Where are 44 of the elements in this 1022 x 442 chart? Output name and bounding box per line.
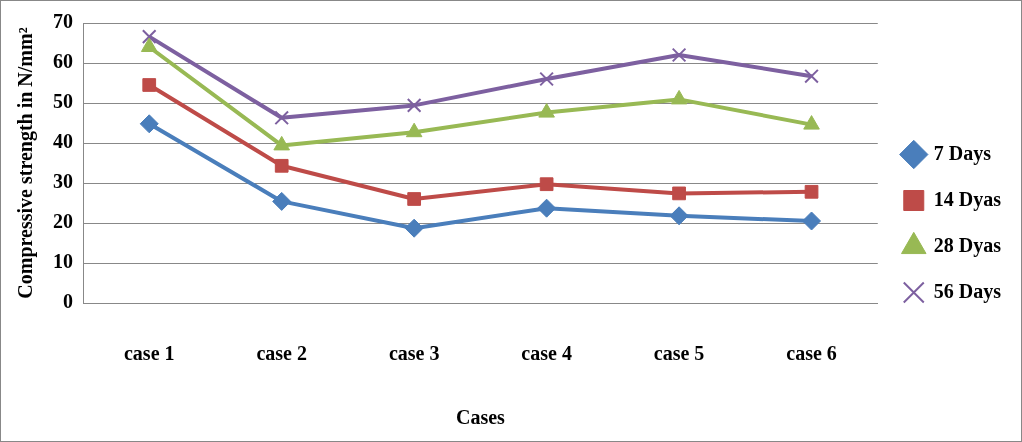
point (804, 68, 819, 84)
point (537, 198, 557, 218)
point (404, 218, 424, 238)
y-tick-label: 60 (53, 50, 73, 73)
y-tick-label: 70 (53, 10, 73, 33)
point (272, 191, 292, 211)
legend-label: 28 Dyas (933, 233, 1002, 257)
x-tick-label: case 5 (653, 342, 705, 365)
point (406, 98, 422, 113)
point (670, 89, 688, 105)
point (672, 186, 686, 201)
point (140, 37, 158, 52)
y-tick-label: 50 (53, 90, 73, 113)
point (141, 29, 157, 44)
point (407, 192, 422, 206)
point (539, 177, 554, 192)
y-tick-label: 20 (53, 210, 73, 233)
y-tick-label: 30 (53, 170, 73, 193)
x-tick-label: case 2 (256, 342, 307, 365)
x-axis-title: Cases (455, 406, 506, 429)
point (539, 71, 554, 87)
legend-label: 56 Days (933, 279, 1002, 303)
point (804, 184, 819, 199)
point (803, 115, 820, 130)
legend-label: 14 Dyas (933, 187, 1002, 211)
y-tick-label: 0 (63, 290, 73, 313)
point (139, 114, 159, 134)
point (405, 122, 423, 138)
x-tick-label: case 3 (388, 342, 440, 365)
point (669, 206, 689, 226)
point (538, 103, 555, 118)
point (274, 158, 289, 173)
point (273, 135, 290, 151)
point (671, 47, 687, 63)
point (802, 211, 822, 231)
point (274, 110, 290, 126)
point (142, 78, 157, 92)
y-axis-title: Compressive strength in N/mm² (14, 27, 38, 299)
x-tick-label: case 6 (786, 342, 837, 365)
x-tick-label: case 4 (521, 342, 572, 365)
x-tick-label: case 1 (123, 342, 175, 365)
y-tick-label: 10 (53, 250, 73, 273)
y-tick-label: 40 (53, 130, 73, 153)
legend-label: 7 Days (933, 141, 992, 165)
